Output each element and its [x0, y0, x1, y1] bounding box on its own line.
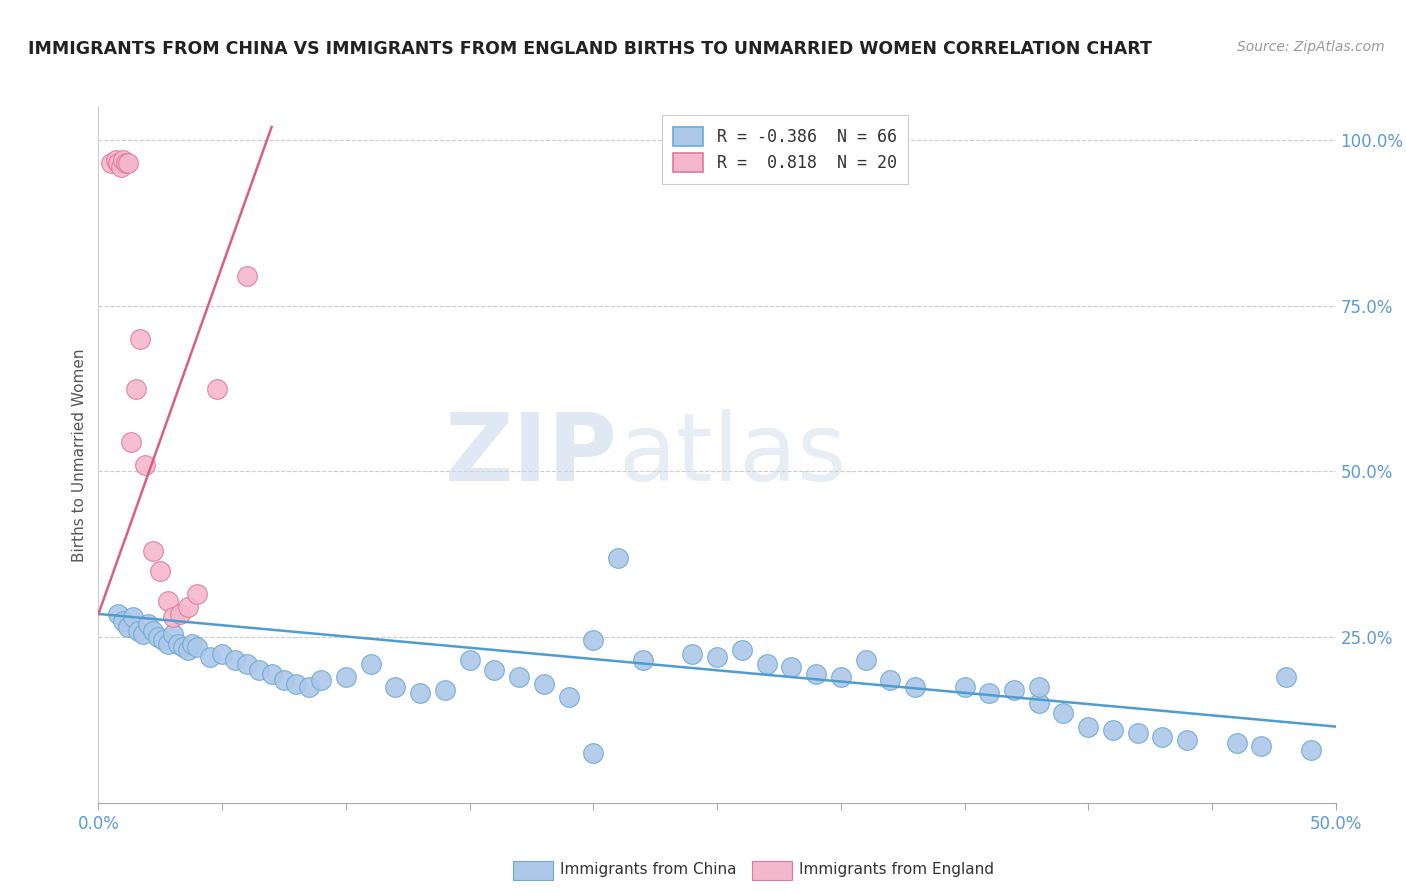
Point — [1028, 697, 1050, 711]
Point — [134, 458, 156, 472]
Point — [309, 673, 332, 688]
Point — [731, 643, 754, 657]
Point — [114, 156, 136, 170]
Point — [136, 616, 159, 631]
Point — [205, 382, 228, 396]
Point — [1299, 743, 1322, 757]
Point — [335, 670, 357, 684]
Point — [1102, 723, 1125, 737]
Point — [979, 686, 1001, 700]
Point — [127, 624, 149, 638]
Point — [186, 640, 208, 654]
Point — [124, 382, 146, 396]
Point — [186, 587, 208, 601]
Point — [1077, 720, 1099, 734]
Point — [129, 332, 152, 346]
Point — [166, 637, 188, 651]
Point — [120, 434, 142, 449]
Point — [1226, 736, 1249, 750]
Point — [830, 670, 852, 684]
Point — [780, 660, 803, 674]
Text: IMMIGRANTS FROM CHINA VS IMMIGRANTS FROM ENGLAND BIRTHS TO UNMARRIED WOMEN CORRE: IMMIGRANTS FROM CHINA VS IMMIGRANTS FROM… — [28, 40, 1152, 58]
Point — [681, 647, 703, 661]
Point — [360, 657, 382, 671]
Point — [142, 544, 165, 558]
Point — [1275, 670, 1298, 684]
Point — [152, 633, 174, 648]
Point — [1002, 683, 1025, 698]
Point — [285, 676, 308, 690]
Point — [149, 564, 172, 578]
Point — [755, 657, 778, 671]
Point — [172, 640, 194, 654]
Point — [112, 153, 135, 167]
Point — [169, 607, 191, 621]
Point — [1175, 732, 1198, 747]
Point — [176, 643, 198, 657]
Point — [224, 653, 246, 667]
Point — [156, 593, 179, 607]
Point — [458, 653, 481, 667]
Point — [273, 673, 295, 688]
Point — [582, 633, 605, 648]
Point — [104, 153, 127, 167]
Point — [384, 680, 406, 694]
Point — [508, 670, 530, 684]
Point — [298, 680, 321, 694]
Point — [107, 156, 129, 170]
Point — [117, 620, 139, 634]
Point — [112, 614, 135, 628]
Point — [247, 663, 270, 677]
Point — [236, 268, 259, 283]
Point — [1250, 739, 1272, 754]
Point — [582, 746, 605, 760]
Text: Immigrants from China: Immigrants from China — [560, 863, 737, 877]
Point — [706, 650, 728, 665]
Point — [1126, 726, 1149, 740]
Point — [156, 637, 179, 651]
Point — [804, 666, 827, 681]
Point — [879, 673, 901, 688]
Point — [107, 607, 129, 621]
Legend: R = -0.386  N = 66, R =  0.818  N = 20: R = -0.386 N = 66, R = 0.818 N = 20 — [662, 115, 908, 184]
Point — [953, 680, 976, 694]
Y-axis label: Births to Unmarried Women: Births to Unmarried Women — [72, 348, 87, 562]
Point — [1052, 706, 1074, 721]
Point — [162, 610, 184, 624]
Point — [607, 550, 630, 565]
Point — [533, 676, 555, 690]
Point — [117, 156, 139, 170]
Point — [236, 657, 259, 671]
Point — [132, 627, 155, 641]
Point — [198, 650, 221, 665]
Point — [211, 647, 233, 661]
Point — [110, 160, 132, 174]
Point — [100, 156, 122, 170]
Point — [904, 680, 927, 694]
Point — [631, 653, 654, 667]
Point — [181, 637, 204, 651]
Text: Source: ZipAtlas.com: Source: ZipAtlas.com — [1237, 40, 1385, 54]
Point — [176, 600, 198, 615]
Point — [855, 653, 877, 667]
Point — [162, 627, 184, 641]
Point — [1152, 730, 1174, 744]
Point — [484, 663, 506, 677]
Point — [260, 666, 283, 681]
Point — [122, 610, 145, 624]
Point — [409, 686, 432, 700]
Point — [146, 630, 169, 644]
Point — [142, 624, 165, 638]
Point — [1028, 680, 1050, 694]
Text: ZIP: ZIP — [446, 409, 619, 501]
Point — [433, 683, 456, 698]
Text: Immigrants from England: Immigrants from England — [799, 863, 994, 877]
Point — [557, 690, 579, 704]
Text: atlas: atlas — [619, 409, 846, 501]
